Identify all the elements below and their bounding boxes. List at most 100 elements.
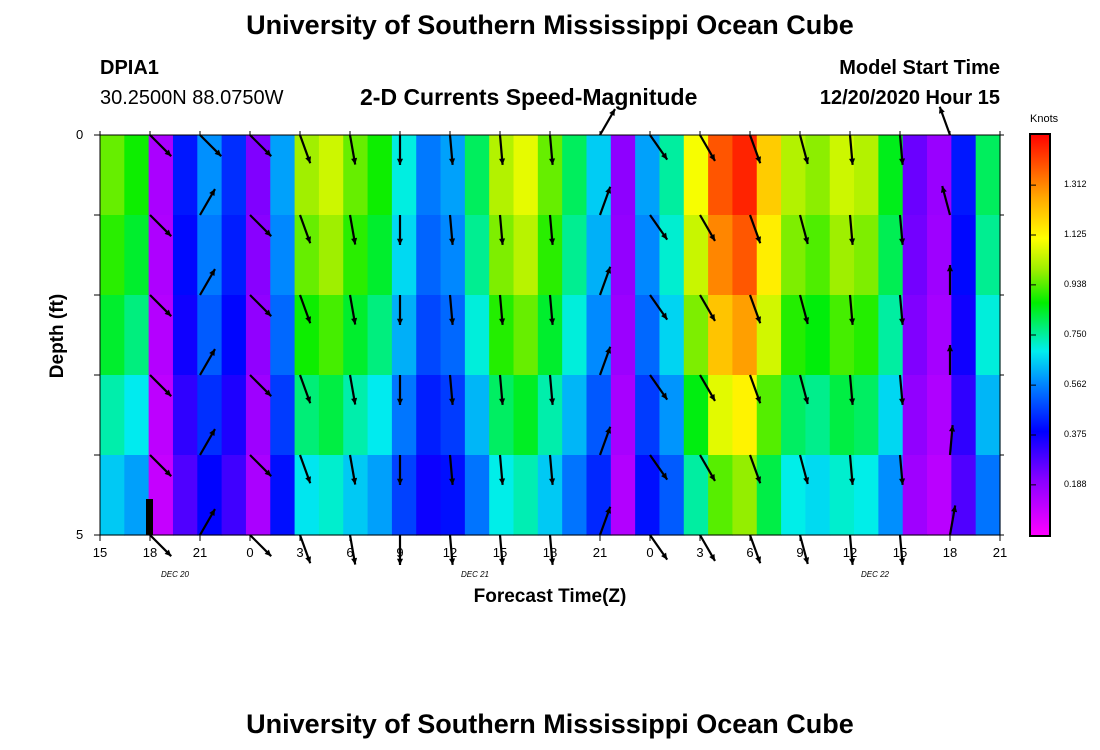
colorbar-unit: Knots	[1030, 113, 1059, 125]
x-tick-label: 9	[396, 545, 404, 560]
heatmap-cell	[464, 455, 490, 536]
x-tick-label: 12	[842, 545, 858, 560]
heatmap-cell	[197, 135, 223, 216]
x-tick-label: 18	[542, 545, 558, 560]
colorbar-ticks	[1030, 184, 1036, 486]
heatmap-cell	[294, 215, 320, 296]
heatmap-cell	[683, 375, 709, 456]
heatmap-cell	[148, 135, 174, 216]
y-axis-ticks	[94, 134, 1004, 536]
heatmap-cell	[781, 375, 806, 456]
current-arrow	[748, 214, 762, 244]
heatmap-cell	[635, 455, 661, 536]
current-arrow	[598, 426, 612, 456]
current-arrow	[599, 108, 616, 136]
heatmap-cell	[975, 135, 1001, 216]
heatmap-cell	[708, 135, 734, 216]
model-start-time: 12/20/2020 Hour 15	[819, 87, 1000, 109]
heatmap-cell	[854, 455, 879, 536]
current-arrow	[298, 454, 312, 484]
heatmap-cell	[440, 135, 466, 216]
heatmap-cell	[391, 375, 417, 456]
heatmap-cell	[270, 215, 296, 296]
heatmap-cell	[464, 215, 490, 296]
heatmap-cell	[367, 215, 393, 296]
heatmap-cell	[805, 215, 831, 296]
heatmap-cell	[318, 295, 344, 376]
heatmap-cell	[416, 295, 442, 376]
current-arrow	[396, 455, 404, 485]
x-tick-label: 6	[746, 545, 754, 560]
heatmap-cell	[975, 455, 1001, 536]
current-arrow	[898, 374, 906, 405]
heatmap-cell	[100, 455, 125, 536]
current-arrow	[848, 454, 856, 485]
current-arrow	[396, 135, 404, 165]
heatmap-cell	[927, 455, 952, 536]
x-tick-label: 6	[346, 545, 354, 560]
heatmap-cell	[951, 295, 977, 376]
heatmap-cell	[902, 215, 928, 296]
date-label: DEC 22	[860, 570, 889, 579]
heatmap-cell	[100, 295, 125, 376]
heatmap-cell	[659, 295, 685, 376]
heatmap-cell	[805, 295, 831, 376]
current-arrow	[649, 134, 669, 161]
colorbar-tick-label: 1.312	[1064, 179, 1087, 190]
y-tick-label-top: 0	[76, 127, 84, 142]
heatmap-cell	[610, 135, 636, 216]
heatmap-cell	[440, 375, 466, 456]
current-arrow	[649, 214, 669, 241]
current-arrow	[149, 534, 172, 557]
heatmap-cell	[586, 135, 612, 216]
heatmap-cell	[270, 455, 296, 536]
heatmap-cell	[343, 295, 369, 376]
colorbar-tick-label: 0.562	[1064, 379, 1087, 390]
current-arrow	[598, 346, 612, 376]
current-arrow	[798, 214, 810, 245]
heatmap-cell	[659, 375, 685, 456]
heatmap-cell	[294, 135, 320, 216]
current-arrow	[249, 214, 272, 237]
current-arrow	[249, 454, 272, 477]
heatmap-cell	[197, 215, 223, 296]
heatmap-cell	[124, 215, 150, 296]
heatmap-cell	[927, 215, 952, 296]
current-arrow	[748, 454, 762, 484]
heatmap-cell	[683, 295, 709, 376]
current-arrow	[598, 266, 612, 296]
heatmap-cell	[805, 375, 831, 456]
heatmap-cell	[562, 135, 588, 216]
heatmap-cell	[391, 455, 417, 536]
heatmap-cell	[294, 455, 320, 536]
heatmap-cell	[464, 375, 490, 456]
current-arrow	[149, 294, 172, 317]
heatmap-cell	[732, 135, 758, 216]
heatmap-cell	[951, 375, 977, 456]
current-arrow	[748, 374, 762, 404]
heatmap-cell	[756, 375, 782, 456]
heatmap-cell	[270, 375, 296, 456]
current-arrow	[548, 134, 556, 165]
date-label: DEC 21	[460, 570, 489, 579]
current-arrow	[199, 348, 216, 376]
heatmap-cell	[318, 455, 344, 536]
heatmap-cell	[878, 455, 904, 536]
current-arrow	[948, 505, 958, 536]
x-tick-label: 12	[442, 545, 458, 560]
current-arrow	[498, 214, 506, 245]
scale-bar	[146, 499, 153, 535]
heatmap-cell	[270, 295, 296, 376]
current-arrow	[448, 214, 456, 245]
heatmap-cell	[756, 215, 782, 296]
heatmap-cell	[805, 455, 831, 536]
current-arrow	[598, 186, 612, 216]
current-arrow	[348, 374, 358, 405]
heatmap-cell	[100, 215, 125, 296]
heatmap-cell	[635, 135, 661, 216]
heatmap-cell	[124, 455, 150, 536]
heatmap-cell	[781, 215, 806, 296]
current-arrow	[348, 454, 358, 485]
heatmap-cell	[464, 295, 490, 376]
